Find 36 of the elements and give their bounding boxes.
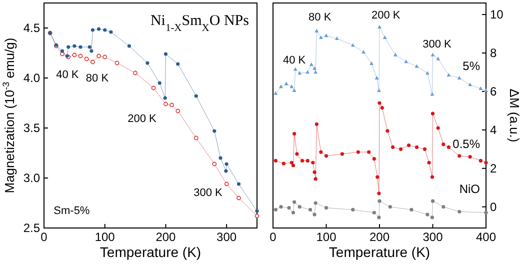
x-tick-label: 200 [156, 230, 176, 244]
y2-tick-label: 2 [490, 161, 497, 176]
x-tick-label: 100 [316, 230, 337, 244]
text: Ni$_{1-X}$Sm$_{X}$O NPs [150, 13, 250, 34]
annotation: 40 K [56, 68, 80, 81]
x-tick-label: 100 [94, 230, 116, 244]
x-tick-label: 300 [422, 230, 444, 244]
annotation: Sm-5% [54, 205, 90, 217]
annotation: 300 K [422, 38, 452, 50]
x-tick-label: 0 [40, 230, 48, 244]
annotation: 80 K [86, 72, 110, 84]
y-tick-label: 4.5 [23, 21, 40, 35]
x-axis-title: Temperature (K) [100, 244, 202, 260]
annotation: 200 K [128, 112, 158, 125]
y2-tick-label: 0 [490, 200, 497, 214]
annotation: 300 K [194, 187, 224, 199]
y-tick-label: 3.5 [23, 121, 40, 135]
annotation: 40 K [282, 54, 306, 66]
y2-tick-label: 10 [490, 8, 504, 22]
x-tick-label: 0 [270, 230, 277, 244]
x-tick-label: 200 [369, 230, 390, 244]
series-label: 5% [462, 59, 480, 73]
y2-tick-label: 4 [490, 122, 497, 137]
x-tick-label: 400 [476, 230, 496, 244]
x-tick-label: 300 [216, 230, 237, 244]
y-tick-label: 4.0 [23, 71, 40, 85]
y2-axis-title: ΔM (a.u.) [507, 88, 520, 142]
y-tick-label: 3.0 [23, 171, 40, 185]
y2-tick-label: 8 [490, 46, 497, 60]
series-label: NiO [459, 182, 480, 196]
annotation: 200 K [372, 9, 401, 22]
y-tick-label: 2.5 [23, 221, 40, 235]
y2-tick-label: 6 [490, 84, 497, 98]
annotation: 80 K [308, 12, 332, 24]
x-axis-title: Temperature (K) [328, 244, 430, 260]
series-label: 0.5% [452, 136, 480, 151]
